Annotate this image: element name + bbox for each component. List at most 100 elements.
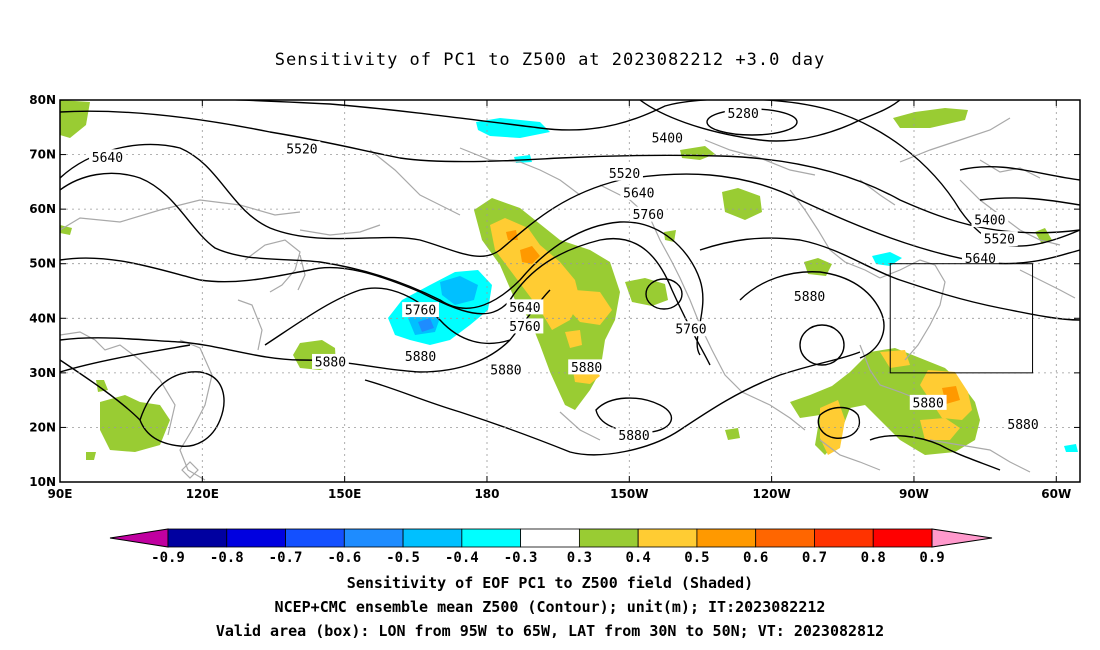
- colorbar-low-arrow: [109, 528, 169, 548]
- contour-label: 5880: [571, 361, 602, 376]
- contour-label: 5880: [1007, 418, 1038, 433]
- contour-label: 5520: [609, 167, 640, 182]
- lat-tick-label: 50N: [29, 257, 56, 271]
- lon-tick-label: 150E: [328, 487, 361, 501]
- contour-label: 5880: [618, 429, 649, 444]
- contour-label-bg: [980, 231, 1018, 247]
- axis-ticks: [59, 99, 1080, 483]
- colorbar-label: -0.8: [210, 550, 244, 566]
- colorbar-label: 0.3: [567, 550, 592, 566]
- colorbar-high-arrow: [931, 528, 993, 548]
- contour-label: 5400: [652, 132, 683, 147]
- contour-label-bg: [506, 318, 544, 334]
- contour-label-bg: [620, 184, 658, 200]
- contour-label: 5760: [633, 208, 664, 223]
- colorbar-label: 0.5: [684, 550, 709, 566]
- colorbar-label: 0.8: [861, 550, 886, 566]
- colorbar-label: -0.5: [386, 550, 420, 566]
- colorbar-swatch: [578, 528, 639, 548]
- valid-area-box: [889, 263, 1034, 374]
- lat-tick-label: 80N: [29, 93, 56, 107]
- lon-tick-label: 120E: [186, 487, 219, 501]
- colorbar-label: 0.7: [802, 550, 827, 566]
- colorbar-label: -0.4: [445, 550, 479, 566]
- contour-label: 5640: [623, 186, 654, 201]
- lat-tick-label: 10N: [29, 475, 56, 489]
- colorbar-label: -0.3: [504, 550, 538, 566]
- lon-tick-label: 120W: [752, 487, 790, 501]
- colorbar-swatch: [226, 528, 286, 548]
- lon-tick-label: 60W: [1041, 487, 1071, 501]
- contour-label: 5400: [974, 214, 1005, 229]
- contour-label: 5280: [728, 107, 759, 122]
- axis-tick-labels: 90E 120E 150E 180 150W 120W 90W 60W 10N 20N 30N 40N…: [29, 93, 1071, 501]
- colorbar-label: 0.6: [743, 550, 768, 566]
- contour-label: 5880: [405, 350, 436, 365]
- figure-title: Sensitivity of PC1 to Z500 at 2023082212…: [274, 50, 826, 70]
- contour-label-bg: [283, 141, 321, 157]
- contour-label-bg: [971, 212, 1009, 228]
- contour-label-bg: [568, 359, 606, 375]
- contour-label-bg: [402, 348, 439, 364]
- contour-label: 5640: [92, 151, 123, 166]
- lon-tick-label: 180: [474, 487, 499, 501]
- contour-label: 5880: [315, 355, 346, 370]
- contour-labels: 5280 5400 5400 5520 5520 5520 5640 5640 5640 5640…: [89, 105, 1042, 444]
- colorbar-label: -0.9: [151, 550, 185, 566]
- lat-tick-label: 70N: [29, 148, 56, 162]
- contour-label-bg: [648, 130, 686, 146]
- contour-label: 5520: [286, 143, 317, 158]
- contour-label: 5880: [913, 396, 944, 411]
- contour-label-bg: [672, 321, 710, 337]
- contour-label: 5520: [984, 233, 1015, 248]
- contour-label: 5880: [794, 290, 825, 305]
- colorbar-swatch: [696, 528, 757, 548]
- colorbar-swatch: [637, 528, 698, 548]
- gridlines: [60, 100, 1080, 482]
- colorbar-swatch: [755, 528, 815, 548]
- footer-line-1: Sensitivity of EOF PC1 to Z500 field (Sh…: [346, 574, 754, 592]
- colorbar-swatch: [814, 528, 874, 548]
- colorbar-swatch: [872, 528, 933, 548]
- lat-tick-label: 20N: [29, 420, 56, 434]
- contour-label-bg: [791, 288, 828, 304]
- colorbar-swatch: [167, 528, 228, 548]
- contour-label: 5640: [965, 252, 996, 267]
- contour-label: 5760: [405, 304, 436, 319]
- plot-frame: [59, 99, 1081, 483]
- contour-label-bg: [606, 165, 643, 181]
- colorbar-label: 0.4: [626, 550, 651, 566]
- colorbar-swatch: [285, 528, 345, 548]
- coastlines: [60, 117, 1076, 481]
- contour-label-bg: [961, 250, 999, 266]
- colorbar-swatch: [520, 528, 580, 548]
- lat-tick-label: 40N: [29, 311, 56, 325]
- lon-tick-label: 90W: [899, 487, 929, 501]
- contour-label-bg: [89, 149, 126, 165]
- colorbar: -0.9 -0.8 -0.7 -0.6 -0.5 -0.4 -0.3 0.3 0.4 0.5 0.6…: [109, 528, 993, 566]
- colorbar-label: 0.9: [919, 550, 944, 566]
- colorbar-label: -0.7: [269, 550, 303, 566]
- contour-label: 5640: [509, 301, 540, 316]
- footer-line-2: NCEP+CMC ensemble mean Z500 (Contour); u…: [274, 598, 826, 616]
- lon-tick-label: 90E: [48, 487, 73, 501]
- z500-contours: [60, 100, 1080, 471]
- contour-label-bg: [487, 362, 525, 378]
- contour-label-bg: [909, 394, 947, 410]
- contour-label-bg: [615, 427, 653, 443]
- contour-label: 5760: [675, 323, 706, 338]
- contour-label-bg: [1004, 416, 1042, 432]
- footer-line-3: Valid area (box): LON from 95W to 65W, L…: [215, 622, 885, 640]
- colorbar-label: -0.6: [327, 550, 361, 566]
- lon-tick-label: 150W: [610, 487, 648, 501]
- contour-label: 5760: [509, 320, 540, 335]
- colorbar-swatch: [461, 528, 522, 548]
- colorbar-swatch: [343, 528, 404, 548]
- contour-label: 5880: [490, 364, 521, 379]
- lat-tick-label: 30N: [29, 366, 56, 380]
- contour-label-bg: [312, 353, 349, 369]
- colorbar-swatch: [402, 528, 463, 548]
- contour-label-bg: [629, 206, 667, 222]
- contour-label-bg: [506, 299, 544, 315]
